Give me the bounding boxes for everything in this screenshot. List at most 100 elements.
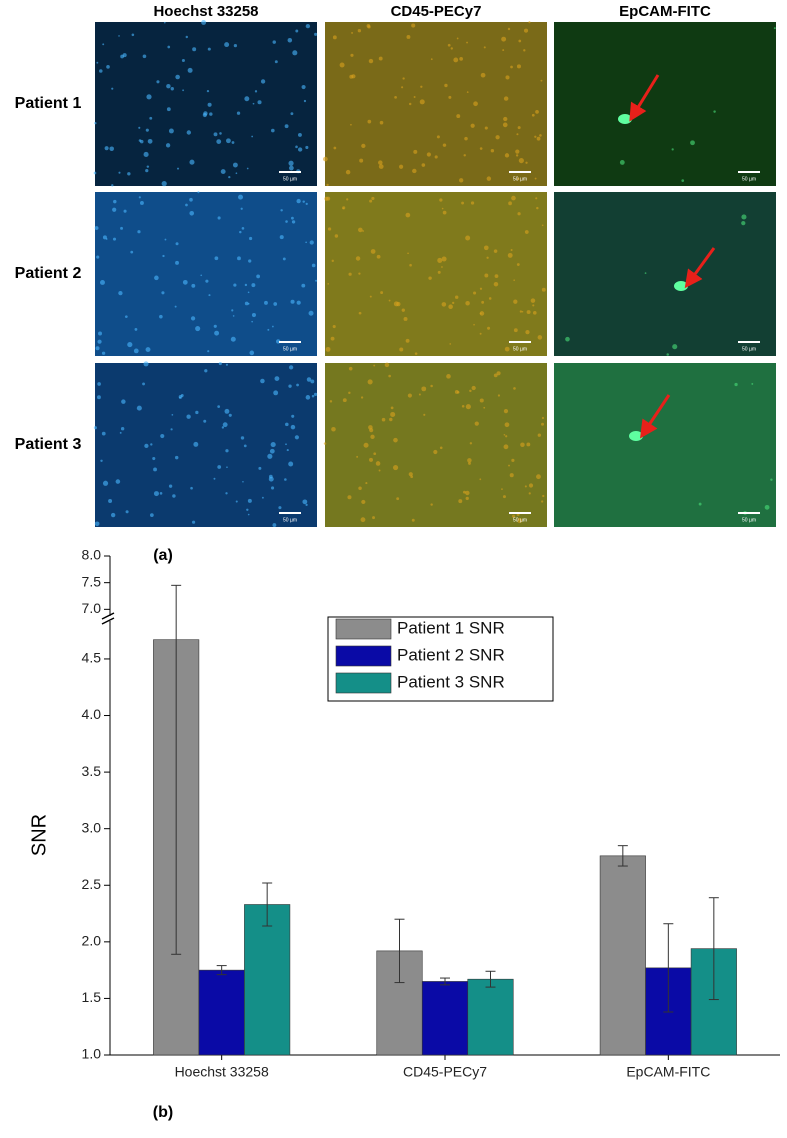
column-header: EpCAM-FITC (619, 3, 711, 20)
cell (242, 480, 244, 483)
cell (437, 270, 441, 274)
cell (484, 273, 489, 278)
cell (288, 165, 294, 171)
micrograph (95, 192, 317, 356)
cell (413, 96, 416, 99)
cell (764, 504, 770, 510)
cell (541, 287, 546, 292)
cell (301, 283, 306, 288)
micrograph (554, 22, 776, 186)
bar (421, 981, 469, 1056)
scale-bar-label: 50 µm (513, 517, 527, 523)
cell (463, 154, 466, 157)
cell (232, 315, 235, 317)
cell (273, 390, 279, 396)
cell (118, 35, 120, 37)
cell (373, 452, 377, 456)
cell (407, 252, 409, 255)
cell (392, 464, 399, 471)
cell (411, 23, 416, 28)
cell (470, 201, 475, 205)
cell (502, 49, 505, 51)
arrow (640, 394, 671, 439)
cell (153, 491, 159, 497)
cell (292, 50, 298, 56)
bar (467, 978, 514, 1056)
cell (246, 508, 249, 511)
cell (488, 297, 492, 300)
cell (160, 433, 165, 439)
y-tick-label: 1.0 (82, 1046, 102, 1062)
cell (380, 291, 384, 295)
cell (120, 226, 123, 230)
cell (297, 147, 303, 152)
cell (519, 310, 523, 313)
cell (483, 245, 489, 251)
cell (311, 263, 316, 268)
cell (166, 83, 171, 89)
cell (535, 109, 539, 114)
cell (369, 457, 373, 462)
cell (244, 283, 248, 287)
cell (95, 346, 100, 351)
cell (104, 146, 109, 151)
cell (446, 374, 451, 379)
cell (100, 459, 103, 463)
cell (421, 163, 426, 167)
cell (146, 94, 152, 100)
cell (513, 279, 515, 281)
cell (565, 336, 570, 342)
cell (322, 156, 328, 162)
cell (296, 198, 301, 204)
cell (241, 227, 245, 230)
cell (153, 467, 157, 472)
cell (137, 230, 141, 234)
panel-label: (b) (153, 1104, 173, 1121)
cell (290, 112, 294, 116)
cell (441, 302, 447, 307)
cell (101, 351, 106, 355)
cell (102, 43, 105, 46)
cell (285, 443, 287, 446)
cell (465, 490, 470, 496)
cell (348, 272, 352, 276)
cell (206, 89, 210, 93)
y-tick-label: 1.5 (82, 989, 102, 1005)
cell (741, 220, 746, 226)
cell (249, 236, 253, 241)
cell (526, 310, 531, 315)
cell (342, 206, 346, 210)
cell (537, 433, 541, 437)
cell (405, 212, 411, 218)
cell (375, 461, 381, 466)
x-tick-label: EpCAM-FITC (626, 1064, 710, 1080)
cell (517, 518, 523, 524)
cell (174, 455, 179, 460)
cell (419, 99, 425, 105)
cell (350, 53, 354, 57)
cell (405, 338, 410, 343)
cell (269, 448, 275, 454)
cell (390, 406, 394, 410)
cell (260, 79, 266, 84)
cell (493, 373, 498, 378)
cell (288, 384, 292, 388)
cell (231, 141, 235, 144)
cell (507, 252, 513, 258)
cell (490, 149, 495, 153)
axis-break (101, 617, 115, 625)
cell (430, 503, 433, 506)
cell (773, 27, 776, 30)
cell (237, 256, 241, 261)
cell (193, 441, 199, 447)
cell (291, 414, 295, 418)
cell (358, 486, 362, 490)
cell (399, 164, 404, 169)
cell (272, 40, 276, 44)
cell (369, 295, 372, 298)
cell (273, 302, 278, 306)
cell (243, 444, 247, 448)
cell (503, 444, 509, 450)
cell (430, 58, 433, 61)
cell (473, 323, 475, 326)
